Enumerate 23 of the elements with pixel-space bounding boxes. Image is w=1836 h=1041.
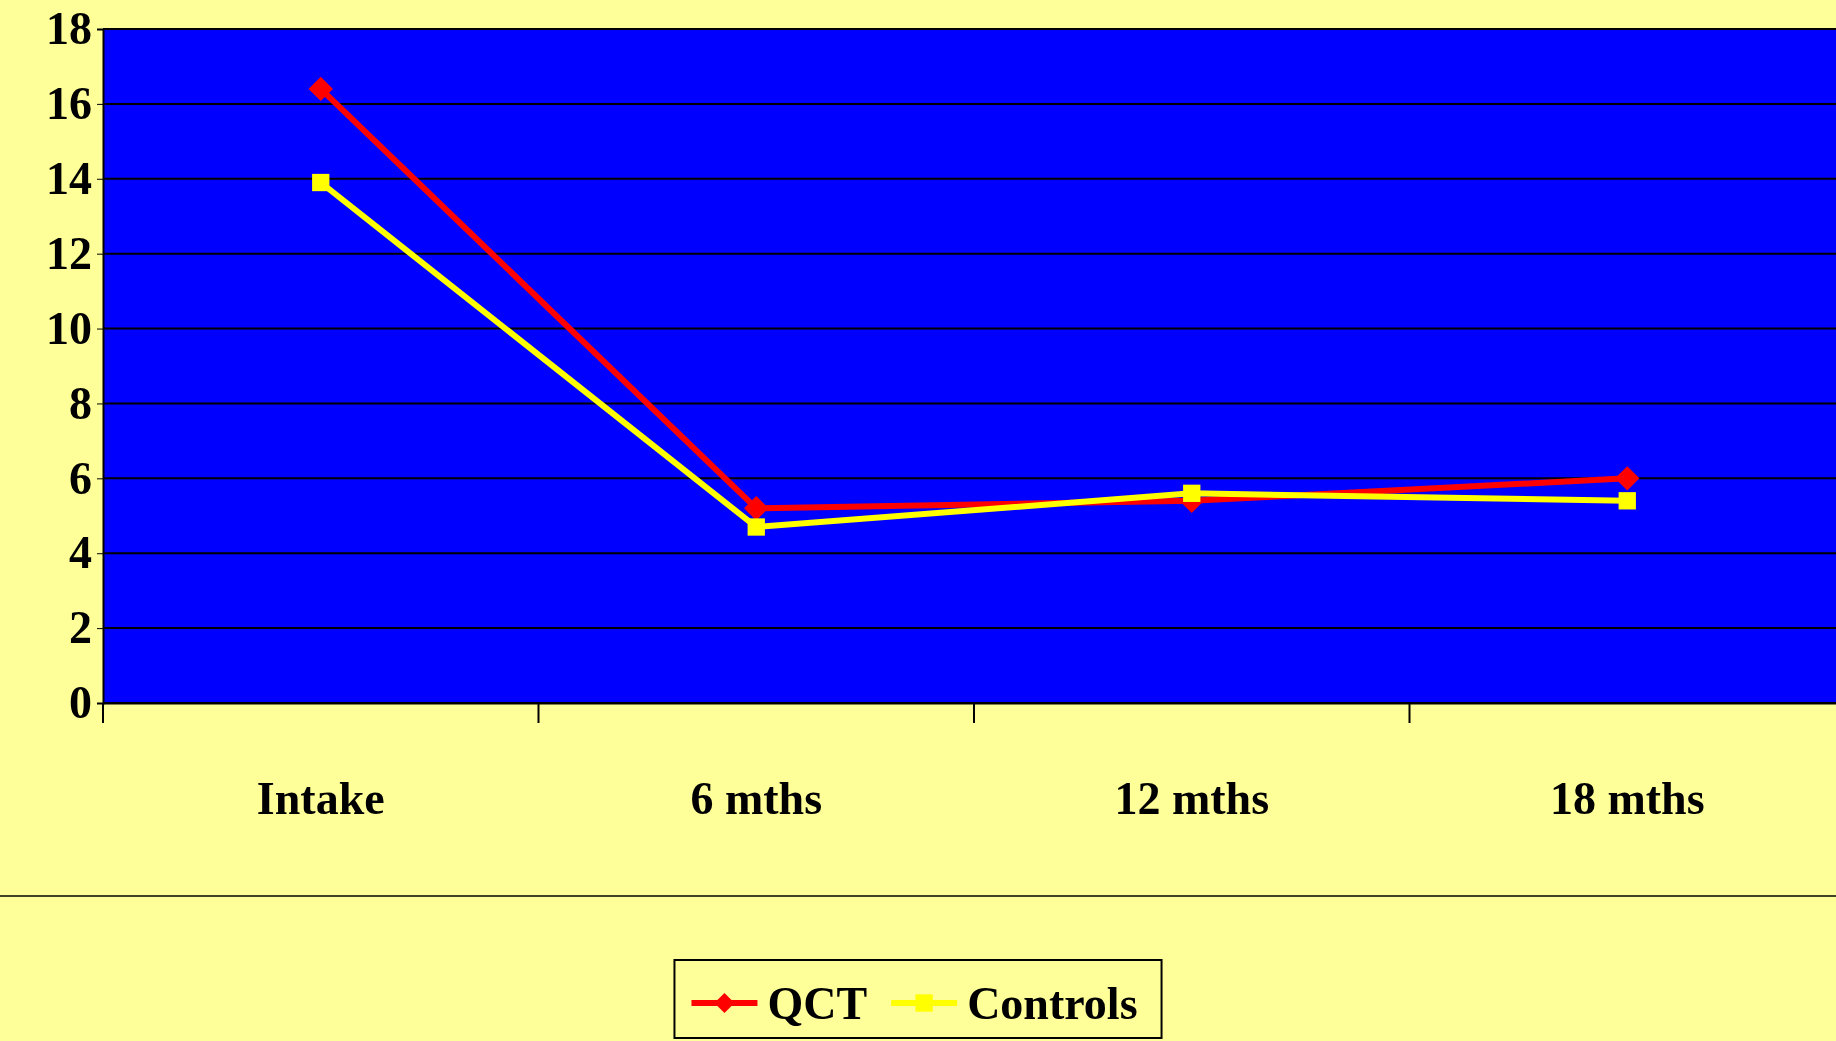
point	[747, 518, 765, 536]
y-tick-label: 18	[46, 3, 92, 55]
y-tick-label: 8	[69, 377, 92, 429]
x-tick-label: Intake	[256, 773, 385, 824]
y-tick-label: 16	[46, 78, 92, 130]
y-tick-label: 14	[46, 153, 92, 204]
y-tick-label: 12	[46, 227, 92, 279]
y-tick-label: 4	[69, 527, 92, 579]
point	[312, 173, 330, 192]
y-tick-label: 10	[46, 302, 92, 354]
y-tick-label: 2	[69, 602, 92, 654]
y-tick-label: 0	[69, 677, 92, 729]
point	[1615, 466, 1640, 491]
legend-label: Controls	[967, 978, 1138, 1029]
point	[1183, 484, 1201, 502]
point	[308, 76, 333, 102]
y-tick-label: 6	[69, 452, 92, 504]
point	[744, 496, 769, 521]
point	[1618, 492, 1636, 510]
x-tick-label: 6 mths	[690, 773, 823, 824]
x-tick-label: 18 mths	[1549, 773, 1705, 824]
x-tick-label: 12 mths	[1114, 773, 1270, 824]
legend-label: QCT	[767, 978, 868, 1029]
